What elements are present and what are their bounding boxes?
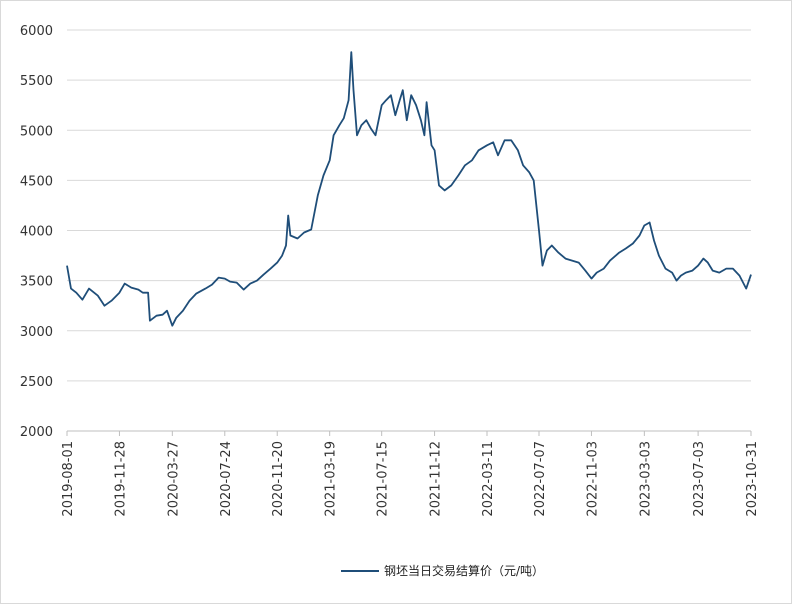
- x-tick-label: 2020-11-20: [271, 441, 286, 517]
- y-tick-label: 3000: [20, 325, 53, 340]
- y-tick-label: 2000: [20, 425, 53, 440]
- y-tick-label: 5000: [20, 124, 53, 139]
- x-tick-label: 2022-03-11: [481, 441, 496, 517]
- legend: 钢坯当日交易结算价（元/吨）: [341, 563, 544, 578]
- x-tick-label: 2019-11-28: [113, 441, 128, 517]
- x-tick-label: 2020-07-24: [219, 441, 234, 517]
- x-tick-label: 2021-03-19: [324, 441, 339, 517]
- y-axis-ticks: 2000 2500 3000 3500 4000 4500 5000 5500 6000: [20, 24, 53, 440]
- legend-label: 钢坯当日交易结算价（元/吨）: [384, 563, 544, 578]
- y-tick-label: 6000: [20, 24, 53, 39]
- y-tick-label: 5500: [20, 74, 53, 89]
- series-line: [66, 51, 752, 327]
- x-tick-label: 2022-11-03: [585, 441, 600, 517]
- x-axis-ticks: 2019-08-01 2019-11-28 2020-03-27 2020-07-24…: [61, 431, 760, 517]
- y-tick-label: 4000: [20, 225, 53, 240]
- y-tick-label: 4500: [20, 174, 53, 189]
- y-tick-label: 3500: [20, 275, 53, 290]
- x-tick-label: 2019-08-01: [61, 441, 76, 517]
- x-tick-label: 2023-07-03: [692, 441, 707, 517]
- x-tick-label: 2023-10-31: [745, 441, 760, 517]
- x-tick-label: 2022-07-07: [533, 441, 548, 517]
- x-tick-label: 2021-07-15: [376, 441, 391, 517]
- x-tick-label: 2020-03-27: [166, 441, 181, 517]
- y-tick-label: 2500: [20, 375, 53, 390]
- series-layer: [66, 51, 752, 327]
- x-tick-label: 2023-03-03: [638, 441, 653, 517]
- gridlines: [67, 29, 751, 432]
- x-tick-label: 2021-11-12: [429, 441, 444, 517]
